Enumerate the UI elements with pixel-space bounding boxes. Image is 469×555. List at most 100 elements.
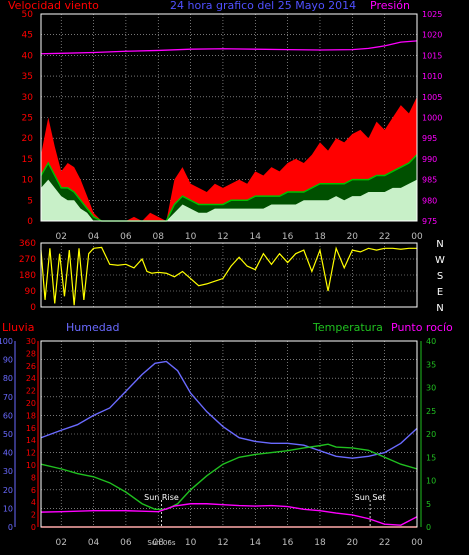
x-tick-label: 22 bbox=[379, 538, 390, 548]
compass-label: N bbox=[436, 239, 443, 250]
sunset-label: Sun Set bbox=[355, 493, 386, 502]
humidity-tick-label: 70 bbox=[3, 393, 13, 402]
x-tick-label: 14 bbox=[250, 232, 262, 242]
left-axis-tick-label: 40 bbox=[22, 51, 34, 61]
left-axis-tick-label: 10 bbox=[22, 176, 34, 186]
rain-title: Lluvia bbox=[2, 321, 34, 334]
temperature-tick-label: 10 bbox=[426, 477, 436, 486]
humidity-tick-label: 90 bbox=[3, 356, 13, 365]
rain-tick-label: 14 bbox=[26, 436, 36, 445]
humidity-tick-label: 50 bbox=[3, 430, 13, 439]
x-tick-label: 12 bbox=[217, 538, 228, 548]
humidity-title: Humedad bbox=[66, 321, 119, 334]
x-tick-label: 02 bbox=[55, 538, 66, 548]
right-axis-tick-label: 995 bbox=[422, 134, 437, 143]
plot-frame bbox=[40, 13, 418, 222]
humidity-tick-label: 10 bbox=[3, 504, 13, 513]
humidity-tick-label: 40 bbox=[3, 449, 13, 458]
rain-tick-label: 16 bbox=[26, 424, 36, 433]
chart-date-title: 24 hora grafico del 25 Mayo 2014 bbox=[170, 0, 356, 12]
rain-tick-label: 2 bbox=[31, 511, 36, 520]
x-tick-label: 04 bbox=[88, 232, 100, 242]
rain-tick-label: 8 bbox=[31, 473, 36, 482]
right-axis-tick-label: 1000 bbox=[422, 114, 442, 123]
humidity-tick-label: 20 bbox=[3, 486, 13, 495]
humidity-tick-label: 0 bbox=[8, 523, 13, 532]
x-tick-label: 00 bbox=[411, 232, 423, 242]
compass-label: W bbox=[435, 255, 445, 266]
left-axis-tick-label: 0 bbox=[27, 217, 33, 227]
right-axis-tick-label: 975 bbox=[422, 217, 437, 226]
x-tick-label: 16 bbox=[282, 538, 294, 548]
compass-label: N bbox=[436, 303, 443, 314]
x-tick-label: 06 bbox=[120, 232, 132, 242]
dewpoint-title: Punto rocío bbox=[391, 321, 453, 334]
x-tick-label: 00 bbox=[411, 538, 423, 548]
x-tick-label: 12 bbox=[217, 232, 228, 242]
right-axis-tick-label: 990 bbox=[422, 155, 437, 164]
right-axis-tick-label: 985 bbox=[422, 176, 437, 185]
x-tick-label: 20 bbox=[347, 538, 359, 548]
x-tick-label: 18 bbox=[314, 232, 326, 242]
rain-tick-label: 26 bbox=[26, 362, 36, 371]
x-tick-label: 10 bbox=[185, 232, 197, 242]
temperature-tick-label: 15 bbox=[426, 453, 436, 462]
left-axis-tick-label: 50 bbox=[22, 10, 34, 20]
humidity-line bbox=[40, 360, 418, 459]
temperature-tick-label: 35 bbox=[426, 360, 436, 369]
pressure-title: Presión bbox=[370, 0, 410, 12]
x-tick-label: 04 bbox=[88, 538, 100, 548]
x-tick-label: 08 bbox=[153, 538, 165, 548]
compass-label: S bbox=[437, 271, 443, 282]
temperature-title: Temperatura bbox=[312, 321, 383, 334]
rain-tick-label: 24 bbox=[26, 374, 36, 383]
direction-tick-label: 270 bbox=[19, 255, 36, 265]
humidity-tick-label: 60 bbox=[3, 411, 13, 420]
wind-average-line bbox=[40, 154, 418, 222]
right-axis-tick-label: 1010 bbox=[422, 72, 442, 81]
right-axis-tick-label: 1025 bbox=[422, 10, 442, 19]
rain-tick-label: 4 bbox=[31, 498, 36, 507]
temperature-tick-label: 20 bbox=[426, 430, 436, 439]
rain-tick-label: 6 bbox=[31, 486, 36, 495]
wind-speed-title: Velocidad viento bbox=[8, 0, 99, 12]
pressure-line bbox=[40, 40, 418, 55]
plot-frame bbox=[40, 340, 418, 528]
x-tick-label: 08 bbox=[153, 232, 165, 242]
direction-tick-label: 180 bbox=[19, 271, 36, 281]
rain-tick-label: 22 bbox=[26, 387, 36, 396]
x-tick-label: 18 bbox=[314, 538, 326, 548]
left-axis-tick-label: 25 bbox=[22, 114, 33, 124]
wind-direction-line bbox=[40, 246, 417, 306]
plot-frame bbox=[40, 242, 418, 308]
temperature-tick-label: 25 bbox=[426, 407, 436, 416]
sunrise-label: Sun Rise bbox=[144, 493, 179, 502]
right-axis-tick-label: 1020 bbox=[422, 31, 442, 40]
rain-tick-label: 12 bbox=[26, 449, 36, 458]
left-axis-tick-label: 15 bbox=[22, 155, 33, 165]
rain-tick-label: 0 bbox=[31, 523, 36, 532]
humidity-tick-label: 80 bbox=[3, 374, 13, 383]
left-axis-tick-label: 30 bbox=[22, 93, 34, 103]
direction-tick-label: 360 bbox=[19, 239, 36, 249]
temperature-tick-label: 5 bbox=[426, 500, 431, 509]
left-axis-tick-label: 5 bbox=[27, 196, 33, 206]
dewpoint-line bbox=[40, 503, 418, 526]
direction-tick-label: 90 bbox=[25, 287, 37, 297]
left-axis-tick-label: 45 bbox=[22, 31, 33, 41]
x-tick-label: 20 bbox=[347, 232, 359, 242]
wind-speed-area bbox=[41, 179, 417, 221]
temperature-tick-label: 0 bbox=[426, 523, 431, 532]
rain-tick-label: 30 bbox=[26, 337, 36, 346]
x-tick-label: 22 bbox=[379, 232, 390, 242]
rain-tick-label: 10 bbox=[26, 461, 36, 470]
temperature-line bbox=[40, 443, 418, 511]
x-tick-label: 16 bbox=[282, 232, 294, 242]
x-tick-label: 10 bbox=[185, 538, 197, 548]
humidity-tick-label: 100 bbox=[0, 337, 13, 346]
temp-humidity-panel: 0102030405060708090100024681012141618202… bbox=[0, 337, 436, 548]
temperature-tick-label: 40 bbox=[426, 337, 436, 346]
left-axis-tick-label: 35 bbox=[22, 72, 33, 82]
